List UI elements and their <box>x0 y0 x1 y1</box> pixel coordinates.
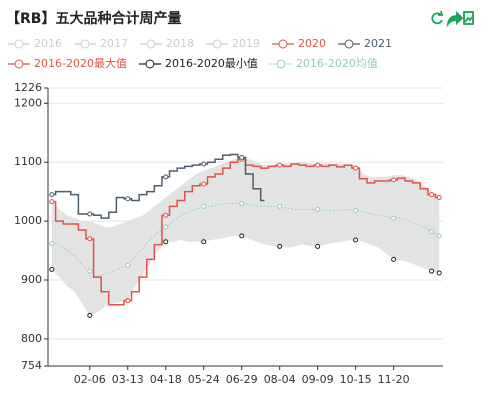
y-tick-label: 1200 <box>14 96 42 109</box>
mean-line <box>51 202 440 278</box>
legend-label: 2016-2020最小值 <box>165 57 258 70</box>
point <box>315 206 321 212</box>
range-band <box>51 156 440 316</box>
legend-symbol <box>146 39 156 49</box>
point <box>201 203 207 209</box>
share-icon[interactable] <box>446 10 464 28</box>
legend-symbol <box>14 59 24 69</box>
point <box>353 237 359 243</box>
legend-item[interactable]: 2016 <box>8 37 62 50</box>
x-tick-label: 02-06 <box>74 373 106 386</box>
point <box>49 199 55 205</box>
legend-label: 2016-2020最大值 <box>34 56 127 70</box>
x-tick-label: 11-20 <box>378 373 410 386</box>
x-tick-label: 09-09 <box>302 373 334 386</box>
legend-label: 2021 <box>364 37 392 50</box>
point <box>429 268 435 274</box>
point <box>315 162 321 168</box>
legend-label: 2016 <box>34 37 62 50</box>
point <box>436 195 442 201</box>
save-icon[interactable] <box>463 11 474 25</box>
legend-label: 2019 <box>232 37 260 50</box>
legend-label: 2018 <box>166 37 194 50</box>
legend-symbol <box>344 39 354 49</box>
point <box>87 312 93 318</box>
point <box>429 192 435 198</box>
point <box>429 229 435 235</box>
x-tick-label: 03-13 <box>112 373 144 386</box>
chart-title: 【RB】五大品种合计周产量 <box>6 10 181 27</box>
point <box>163 239 169 245</box>
point <box>239 155 245 160</box>
point <box>436 233 442 239</box>
legend-symbol <box>212 39 222 49</box>
y-tick-label: 1100 <box>14 155 42 168</box>
point <box>353 208 359 214</box>
point <box>125 298 131 304</box>
point <box>87 236 93 242</box>
legend-item[interactable]: 2016-2020最小值 <box>138 57 258 70</box>
point <box>436 270 442 276</box>
point <box>277 162 283 168</box>
x-tick-label: 04-18 <box>150 373 182 386</box>
point <box>201 181 207 187</box>
series-line <box>51 153 265 219</box>
y-tick-label: 900 <box>21 273 42 286</box>
point <box>49 240 55 246</box>
legend-item[interactable]: 2020 <box>272 37 326 50</box>
legend-label: 2020 <box>298 37 326 50</box>
refresh-arrow <box>438 10 444 16</box>
legend-symbol <box>145 59 155 69</box>
point <box>201 161 207 167</box>
point <box>391 256 397 262</box>
legend-item[interactable]: 2018 <box>140 37 194 50</box>
point <box>163 212 169 218</box>
y-tick-label: 754 <box>21 359 42 372</box>
legend-item[interactable]: 2021 <box>338 37 392 50</box>
y-tick-label: 1000 <box>14 214 42 227</box>
point <box>277 203 283 209</box>
point <box>201 239 207 245</box>
point <box>391 215 397 221</box>
legend-item[interactable]: 2016-2020最大值 <box>8 56 127 70</box>
x-tick-label: 06-29 <box>226 373 258 386</box>
legend-symbol <box>276 59 286 69</box>
point <box>353 165 359 171</box>
refresh-icon[interactable] <box>431 12 443 25</box>
point <box>49 192 55 198</box>
point <box>125 262 131 268</box>
legend-label: 2017 <box>100 37 128 50</box>
y-tick-label: 1226 <box>14 81 42 94</box>
legend-symbol <box>278 39 288 49</box>
point <box>315 243 321 249</box>
x-tick-label: 05-24 <box>188 373 220 386</box>
legend-symbol <box>14 39 24 49</box>
legend-item[interactable]: 2016-2020均值 <box>269 57 378 70</box>
point <box>87 211 93 217</box>
point <box>163 174 169 180</box>
y-tick-label: 800 <box>21 332 42 345</box>
legend-item[interactable]: 2017 <box>74 37 128 50</box>
point <box>125 196 131 202</box>
point <box>49 266 55 272</box>
x-tick-label: 10-15 <box>340 373 372 386</box>
point <box>239 233 245 239</box>
legend-symbol <box>80 39 90 49</box>
save-icon-inner <box>464 16 473 23</box>
legend-item[interactable]: 2019 <box>206 37 260 50</box>
point <box>277 243 283 249</box>
legend-label: 2016-2020均值 <box>296 57 378 70</box>
toolbox[interactable] <box>431 10 474 28</box>
point <box>87 268 93 274</box>
point <box>391 177 397 183</box>
point <box>239 200 245 206</box>
point <box>163 224 169 230</box>
x-tick-label: 08-04 <box>264 373 296 386</box>
